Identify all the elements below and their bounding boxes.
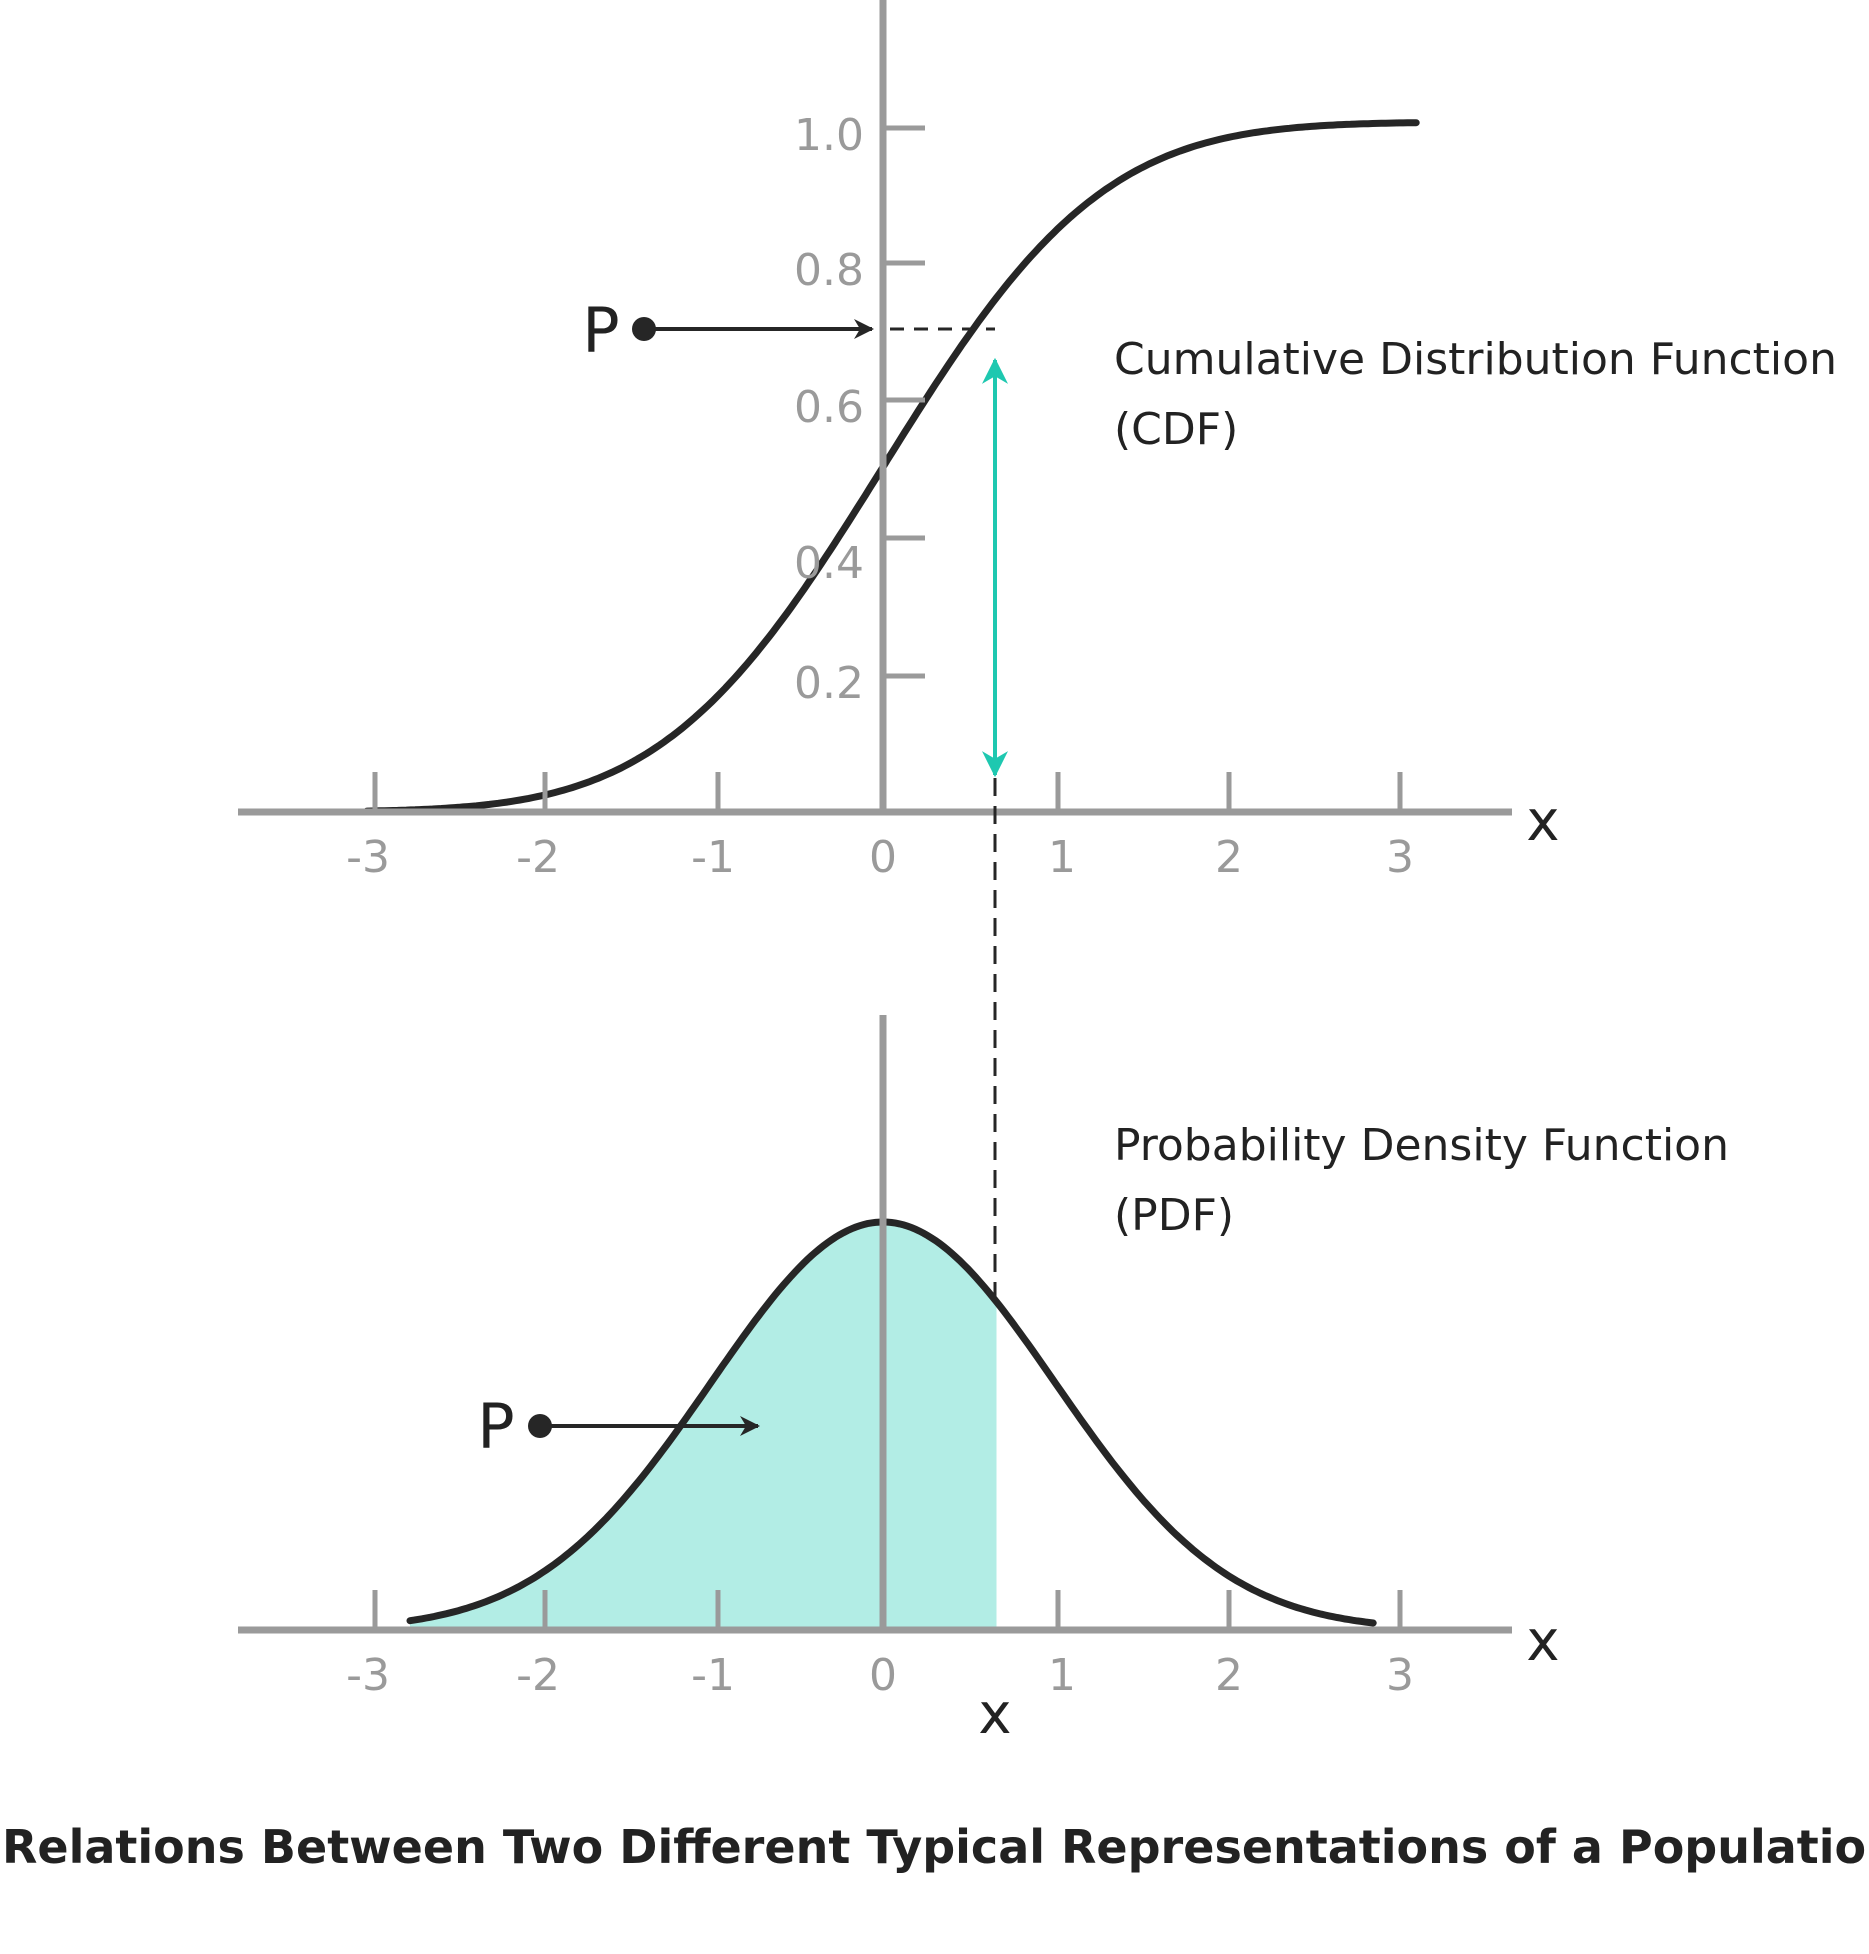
cdf-y-tick-label: 0.6 (794, 382, 864, 433)
figure-caption: Relations Between Two Different Typical … (2, 1820, 1869, 1874)
cdf-x-axis-label: x (1526, 789, 1559, 854)
pdf-x-tick-label: -3 (346, 1650, 390, 1701)
cdf-y-ticks: 0.2 0.4 0.6 0.8 1.0 (794, 110, 925, 709)
cdf-x-tick-label: 3 (1386, 832, 1414, 883)
pdf-x-tick-label: 1 (1048, 1650, 1076, 1701)
cdf-title-line-1: Cumulative Distribution Function (1114, 334, 1837, 385)
cdf-x-tick-label: 1 (1048, 832, 1076, 883)
pdf-x-tick-label: 0 (869, 1650, 897, 1701)
cdf-y-tick-label: 0.4 (794, 538, 864, 589)
pdf-x-tick-label: -1 (691, 1650, 735, 1701)
cdf-x-tick-label: -1 (691, 832, 735, 883)
pdf-curve (406, 1218, 1377, 1627)
pdf-panel: -3 -2 -1 0 1 2 3 x x P Probability Densi… (238, 1015, 1729, 1747)
pdf-x-axis-label: x (1526, 1609, 1559, 1674)
cdf-p-label: P (582, 294, 619, 367)
pdf-p-dot (528, 1414, 552, 1438)
cdf-x-tick-label: 2 (1215, 832, 1243, 883)
pdf-title-line-2: (PDF) (1114, 1190, 1234, 1241)
pdf-x-tick-label: -2 (516, 1650, 560, 1701)
pdf-p-label: P (477, 1390, 514, 1463)
cdf-y-tick-label: 1.0 (794, 110, 864, 161)
cdf-x-tick-label: 0 (869, 832, 897, 883)
pdf-x-ticks: -3 -2 -1 0 1 2 3 (346, 1590, 1414, 1701)
cdf-y-tick-label: 0.2 (794, 658, 864, 709)
cdf-title-line-2: (CDF) (1114, 404, 1238, 455)
cdf-x-tick-label: -3 (346, 832, 390, 883)
pdf-x-tick-label: 3 (1386, 1650, 1414, 1701)
pdf-x-value-label: x (978, 1682, 1011, 1747)
pdf-title-line-1: Probability Density Function (1114, 1120, 1729, 1171)
cdf-p-dot (632, 317, 656, 341)
cdf-x-ticks: -3 -2 -1 0 1 2 3 (346, 772, 1414, 883)
cdf-curve (363, 119, 1420, 815)
pdf-x-tick-label: 2 (1215, 1650, 1243, 1701)
cdf-panel: -3 -2 -1 0 1 2 3 0.2 0.4 0.6 0.8 1.0 x P (238, 0, 1837, 883)
cdf-y-tick-label: 0.8 (794, 245, 864, 296)
cdf-x-tick-label: -2 (516, 832, 560, 883)
